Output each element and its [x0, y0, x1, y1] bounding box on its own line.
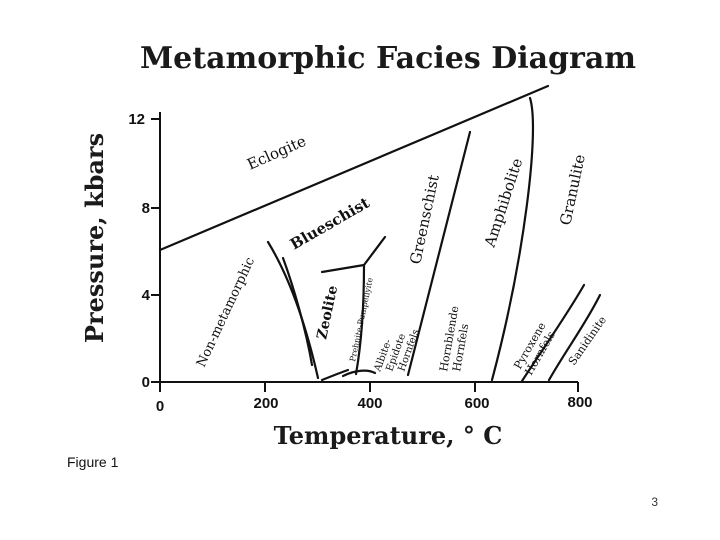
- blueschist-triple-junction-line: [320, 235, 387, 376]
- prehnite-pumpellyite-lower-line: [341, 369, 377, 378]
- facies-label-greenschist: Greenschist: [406, 173, 442, 266]
- facies-boundaries: [158, 84, 602, 383]
- zeolite-boundary-line: [281, 256, 314, 367]
- facies-label-non-metamorphic: Non-metamorphic: [194, 255, 258, 370]
- x-tick-label: 200: [253, 395, 278, 412]
- facies-label-albite-epidote-hornfels: Albite- Epidote Hornfels: [372, 328, 422, 374]
- x-tick-label: 600: [464, 395, 489, 412]
- eclogite-boundary-line: [158, 84, 550, 252]
- y-axis-title: Pressure, kbars: [80, 133, 109, 343]
- y-tick-label: 4: [142, 287, 151, 304]
- amphibolite-boundary-line: [490, 96, 535, 382]
- facies-label-eclogite: Eclogite: [244, 132, 309, 174]
- x-tick-label: 800: [567, 394, 592, 411]
- facies-label-hornblende-hornfels: Hornblende Hornfels: [437, 305, 471, 373]
- y-tick-label: 8: [142, 200, 150, 217]
- x-tick-label: 400: [357, 395, 382, 412]
- y-tick-label: 12: [128, 111, 145, 128]
- facies-label-pyroxene-hornfels: Pyroxene Hornfels: [511, 320, 558, 377]
- facies-label-amphibolite: Amphibolite: [480, 156, 526, 250]
- greenschist-boundary-line: [406, 130, 472, 377]
- zeolite-lower-line: [320, 368, 350, 382]
- x-tick-label: 0: [156, 398, 164, 415]
- page-number: 3: [651, 495, 658, 509]
- x-axis-title: Temperature, ° C: [274, 421, 503, 450]
- slide-title: Metamorphic Facies Diagram: [140, 41, 636, 76]
- sanidinite-boundary-line: [547, 293, 602, 382]
- facies-label-blueschist: Blueschist: [287, 194, 373, 254]
- y-tick-label: 0: [142, 374, 150, 391]
- facies-label-granulite: Granulite: [556, 153, 589, 227]
- axes: [151, 112, 579, 392]
- facies-label-zeolite: Zeolite: [314, 284, 341, 341]
- non-metamorphic-boundary-line: [266, 240, 320, 380]
- facies-label-prehnite-pumpellyite: Prehnite-Pumpellyite: [348, 277, 375, 363]
- figure-label: Figure 1: [67, 454, 119, 470]
- pyroxene-hornfels-boundary-line: [520, 283, 586, 383]
